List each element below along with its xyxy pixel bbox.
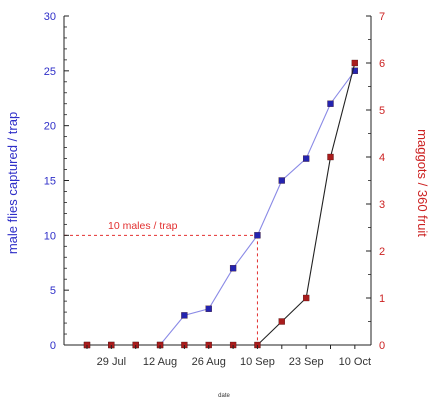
right-tick-label: 5 (379, 105, 385, 117)
left-tick-label: 0 (50, 340, 56, 352)
series-right-marker (278, 318, 285, 325)
x-tick-label: 23 Sep (289, 356, 324, 368)
series-right-line (87, 62, 356, 346)
left-tick-label: 25 (44, 66, 56, 78)
right-tick-label: 2 (379, 246, 385, 258)
threshold-reference-lines (64, 234, 258, 345)
series-left-marker (254, 232, 261, 239)
series-left-marker (181, 312, 188, 319)
right-tick-label: 6 (379, 58, 385, 70)
series-right-marker (327, 153, 334, 161)
right-tick-label: 0 (379, 340, 385, 352)
series-left-marker (302, 155, 310, 162)
x-tick-label: 12 Aug (143, 356, 177, 368)
series-left-marker (327, 100, 334, 107)
x-tick-label: 10 Oct (339, 356, 371, 368)
plot-frame (63, 16, 372, 346)
series-left-marker (229, 265, 237, 272)
x-tick-label: 26 Aug (192, 356, 226, 368)
right-tick-label: 7 (379, 11, 385, 23)
series-right-marker (302, 294, 310, 302)
left-tick-label: 30 (44, 11, 56, 23)
right-axis-title: maggots / 360 fruit (415, 129, 430, 237)
series-left-marker (205, 305, 212, 312)
series-left-line (87, 70, 356, 346)
right-tick-label: 4 (379, 152, 385, 164)
threshold-annotation: 10 males / trap (108, 220, 178, 232)
x-tick-label: 10 Sep (240, 356, 275, 368)
left-tick-label: 5 (50, 285, 56, 297)
series-left-marker (351, 67, 359, 74)
left-tick-label: 20 (44, 121, 56, 133)
left-tick-label: 15 (44, 176, 56, 188)
right-tick-label: 1 (379, 293, 385, 305)
right-tick-label: 3 (379, 199, 385, 211)
x-axis-title: date (218, 393, 230, 399)
series-right-marker (351, 59, 359, 67)
left-tick-label: 10 (44, 230, 56, 242)
series-left-marker (278, 177, 285, 184)
x-tick-label: 29 Jul (97, 356, 126, 368)
series-layer (83, 59, 359, 349)
ticks-layer: 0 5 10 15 20 25 30 0 1 2 3 4 5 6 7 29 Jul 12 Aug 26 Aug 10… (44, 11, 385, 368)
left-axis-title: male flies captured / trap (5, 112, 20, 254)
